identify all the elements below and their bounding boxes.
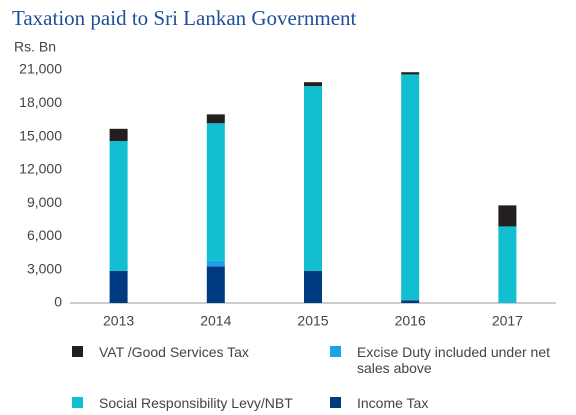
x-tick-label: 2014 xyxy=(200,313,231,329)
legend-item: VAT /Good Services Tax xyxy=(72,344,312,360)
y-tick-label: 6,000 xyxy=(27,227,62,243)
y-tick-label: 9,000 xyxy=(27,194,62,210)
bar-segment xyxy=(206,266,225,303)
x-tick-label: 2017 xyxy=(492,313,523,329)
legend-label: VAT /Good Services Tax xyxy=(99,344,249,360)
bar-segment xyxy=(401,74,420,301)
x-tick-label: 2015 xyxy=(297,313,328,329)
bar-segment xyxy=(109,141,128,271)
legend-swatch xyxy=(330,346,341,357)
legend-swatch xyxy=(72,346,83,357)
x-tick-label: 2013 xyxy=(103,313,134,329)
bar-segment xyxy=(401,300,420,303)
legend-item: Excise Duty included under net sales abo… xyxy=(330,344,560,376)
legend-label: Income Tax xyxy=(357,395,429,411)
y-tick-label: 18,000 xyxy=(19,94,62,110)
legend-item: Social Responsibility Levy/NBT xyxy=(72,395,312,411)
bar-segment xyxy=(109,128,128,142)
chart-title: Taxation paid to Sri Lankan Government xyxy=(12,6,357,30)
bar-segment xyxy=(206,114,225,124)
chart: Taxation paid to Sri Lankan Government R… xyxy=(12,6,556,329)
bar-segment xyxy=(304,82,322,87)
legend-label: Social Responsibility Levy/NBT xyxy=(99,395,293,411)
bar-segment xyxy=(304,270,322,303)
bar-segment xyxy=(304,86,322,271)
bar-segment xyxy=(206,123,225,261)
y-tick-label: 21,000 xyxy=(19,61,62,77)
bar-segment xyxy=(498,205,517,227)
y-tick-label: 12,000 xyxy=(19,161,62,177)
bar-segment xyxy=(109,270,128,303)
bar-segment xyxy=(206,260,225,267)
y-axis-label: Rs. Bn xyxy=(14,39,56,55)
legend-label: Excise Duty included under net sales abo… xyxy=(357,344,550,376)
y-tick-label: 15,000 xyxy=(19,127,62,143)
bar-segment xyxy=(498,226,517,303)
y-tick-label: 3,000 xyxy=(27,260,62,276)
legend-swatch xyxy=(330,397,341,408)
y-tick-label: 0 xyxy=(54,294,62,310)
legend-swatch xyxy=(72,397,83,408)
x-tick-label: 2016 xyxy=(395,313,426,329)
bar-segment xyxy=(401,72,420,75)
legend-item: Income Tax xyxy=(330,395,450,411)
